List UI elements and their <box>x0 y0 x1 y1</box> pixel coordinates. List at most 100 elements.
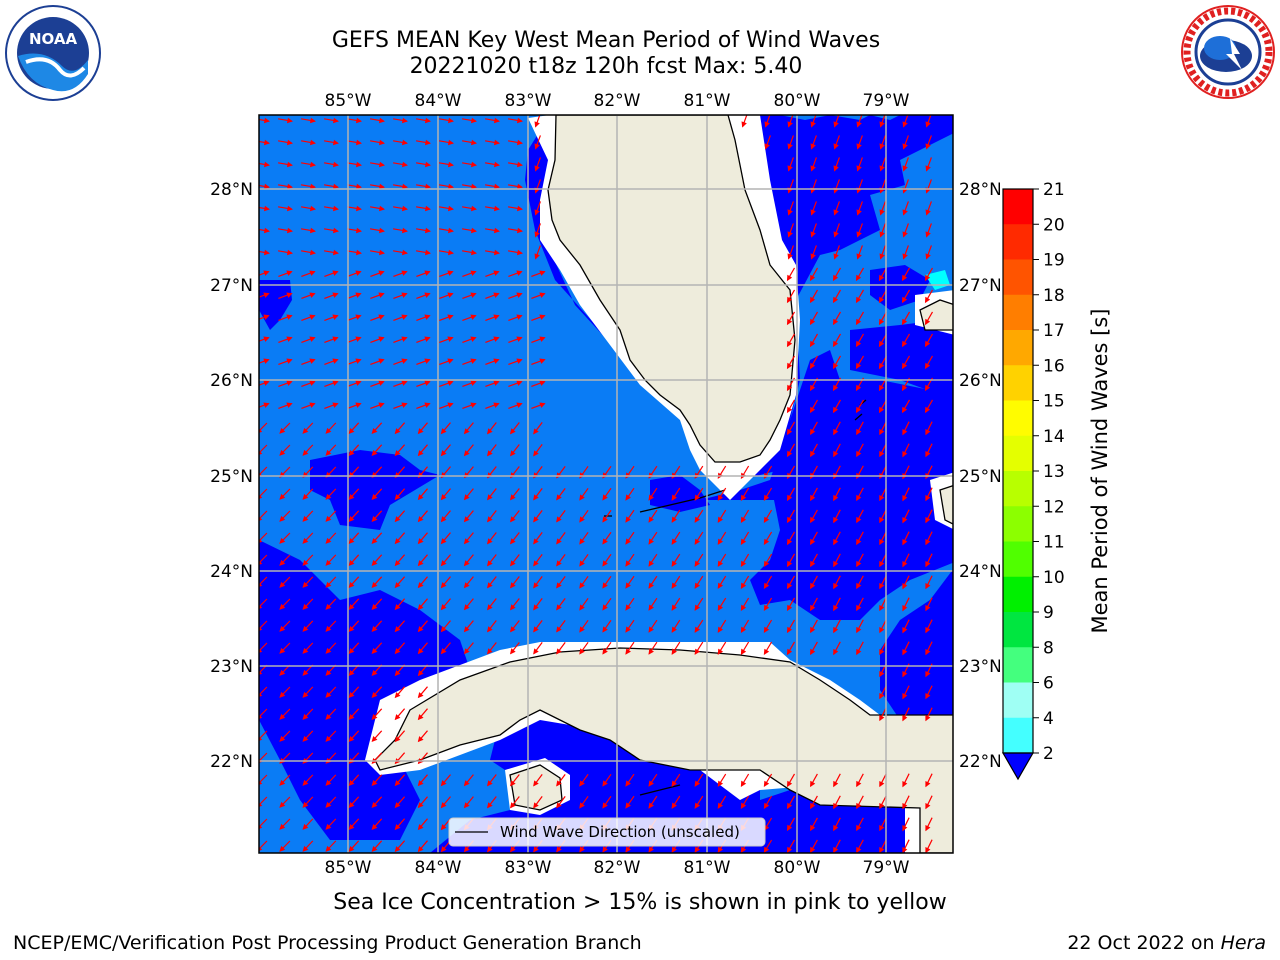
wind-arrow-head <box>378 117 386 124</box>
wind-arrow-head <box>417 824 424 831</box>
wind-arrow-head <box>401 380 408 386</box>
wind-arrow-head <box>378 358 385 364</box>
wind-arrow-head <box>417 670 424 677</box>
wind-arrow-head <box>394 692 401 699</box>
wind-arrow-head <box>493 205 501 212</box>
wind-arrow-head <box>263 270 270 276</box>
wind-arrow-head <box>809 274 816 282</box>
wind-arrow-head <box>424 358 431 364</box>
wind-arrow-head <box>832 340 839 348</box>
wind-arrow-head <box>355 358 362 364</box>
wind-arrow-head <box>856 231 862 238</box>
wind-arrow-head <box>856 494 862 502</box>
wind-arrow-head <box>394 670 401 677</box>
wind-arrow-head <box>516 117 524 124</box>
wind-arrow-head <box>902 143 908 150</box>
wind-arrow-head <box>902 582 908 590</box>
wind-arrow-head <box>510 626 516 633</box>
wind-arrow <box>259 510 268 520</box>
wind-arrow-head <box>355 205 363 212</box>
wind-arrow-head <box>810 824 816 832</box>
wind-arrow-head <box>809 384 816 392</box>
wind-arrow-head <box>286 380 293 386</box>
wind-arrow-head <box>424 139 432 146</box>
wind-arrow-head <box>493 380 500 386</box>
wind-arrow-head <box>470 336 477 342</box>
wind-arrow-head <box>625 538 631 545</box>
wind-arrow-head <box>925 604 931 612</box>
wind-arrow-head <box>902 802 908 810</box>
wind-arrow-head <box>925 494 931 502</box>
wind-arrow <box>259 488 268 498</box>
wind-arrow-head <box>856 824 862 832</box>
colorbar-tick-label: 19 <box>1043 251 1065 271</box>
wind-arrow-head <box>556 494 562 501</box>
wind-arrow-head <box>579 560 585 567</box>
wind-arrow-head <box>332 249 340 256</box>
wind-arrow-head <box>810 143 816 150</box>
wind-arrow-head <box>717 626 724 633</box>
wind-arrow-head <box>902 714 908 722</box>
wind-arrow-head <box>447 336 454 342</box>
wind-arrow-head <box>787 209 793 216</box>
wind-arrow-head <box>417 516 424 523</box>
wind-arrow-head <box>539 336 546 342</box>
wind-arrow-head <box>417 560 424 567</box>
wind-arrow-head <box>625 648 631 655</box>
wind-arrow-head <box>263 183 271 190</box>
wind-arrow-head <box>717 494 724 501</box>
wind-arrow-head <box>602 582 608 589</box>
wind-arrow-head <box>671 648 677 655</box>
wind-arrow-head <box>286 270 293 276</box>
wind-arrow <box>259 620 268 630</box>
wind-arrow-head <box>309 227 317 234</box>
wind-arrow-head <box>648 494 654 501</box>
wind-arrow-head <box>740 538 747 545</box>
wind-arrow-head <box>625 604 631 611</box>
wind-arrow-head <box>302 823 309 830</box>
wind-arrow-head <box>286 139 294 146</box>
wind-arrow-head <box>417 802 424 809</box>
wind-arrow-head <box>533 582 539 589</box>
wind-arrow-head <box>355 161 363 168</box>
wind-arrow-head <box>740 494 747 501</box>
date-text: 22 Oct 2022 on <box>1067 932 1221 954</box>
wind-arrow-head <box>786 516 793 524</box>
wind-arrow-head <box>810 582 816 590</box>
colorbar-segment <box>1003 224 1033 260</box>
wind-arrow-head <box>602 846 608 853</box>
wind-arrow-head <box>302 427 309 434</box>
wind-arrow-head <box>902 824 908 832</box>
colorbar-tick-label: 8 <box>1043 638 1054 658</box>
wind-arrow-head <box>539 402 546 408</box>
wind-arrow-head <box>325 625 332 632</box>
wind-arrow-head <box>447 249 455 256</box>
wind-arrow-head <box>855 318 862 326</box>
wind-arrow-head <box>856 582 862 590</box>
wind-arrow-head <box>286 336 293 342</box>
lat-label: 23°N <box>959 657 1000 677</box>
wind-arrow-head <box>510 846 516 853</box>
wind-arrow-head <box>879 626 885 634</box>
wind-arrow-head <box>371 845 378 853</box>
lon-label: 85°W <box>325 91 372 111</box>
wind-arrow-head <box>493 227 501 234</box>
wind-arrow-head <box>901 340 908 348</box>
wind-arrow-head <box>394 802 401 809</box>
wind-arrow-head <box>463 846 470 853</box>
wind-arrow-head <box>516 402 523 408</box>
wind-arrow <box>259 642 268 652</box>
legend-label: Wind Wave Direction (unscaled) <box>500 823 740 841</box>
wind-arrow-head <box>487 846 493 853</box>
wind-arrow-head <box>401 402 408 408</box>
wind-arrow-head <box>602 560 608 567</box>
wind-arrow-head <box>787 253 793 260</box>
islands <box>604 399 867 796</box>
wind-arrow-head <box>879 516 885 524</box>
wind-arrow-head <box>856 648 862 656</box>
wind-arrow-head <box>302 603 309 610</box>
colorbar-tick-label: 21 <box>1043 180 1065 200</box>
wind-arrow-head <box>832 318 839 326</box>
lon-label: 83°W <box>505 858 552 878</box>
wind-arrow-head <box>671 538 677 545</box>
